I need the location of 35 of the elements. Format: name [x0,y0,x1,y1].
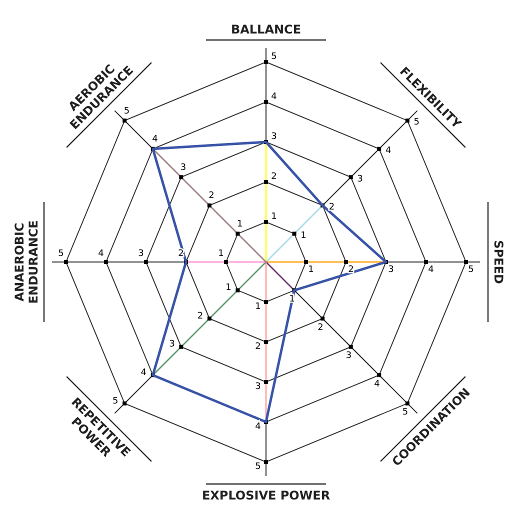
text: 1 [300,230,306,241]
text: 3 [255,382,261,392]
spoke-label: SPEED [492,240,506,284]
spoke-label: BALLANCE [230,22,302,36]
text: 1 [308,265,314,275]
text: 4 [374,379,380,390]
text: 4 [271,92,278,102]
text: 5 [271,52,277,62]
text: 4 [98,249,104,259]
spoke-label: ANAEROBIC ENDURANCE [12,220,40,304]
text: 5 [468,265,474,275]
text: 2 [328,202,335,213]
text: 3 [138,249,144,259]
spoke-label: EXPLOSIVE POWER [202,488,330,502]
text: 1 [255,302,261,312]
text: 1 [271,212,277,222]
text: 2 [318,322,324,333]
text: 3 [271,132,277,142]
text: 2 [178,249,184,259]
text: 5 [58,249,64,259]
text: 2 [348,265,354,275]
text: 4 [255,422,262,432]
text: 2 [271,172,277,182]
text: 4 [140,368,147,378]
text: 4 [152,134,158,145]
text: 5 [255,462,261,472]
text: 3 [169,340,175,350]
text: 3 [388,265,394,275]
text: 2 [197,311,204,322]
text: 3 [346,351,352,362]
text: 4 [428,265,434,275]
text: 1 [226,283,232,294]
text: 3 [180,162,186,173]
text: 2 [255,342,261,352]
text: 1 [218,249,224,259]
